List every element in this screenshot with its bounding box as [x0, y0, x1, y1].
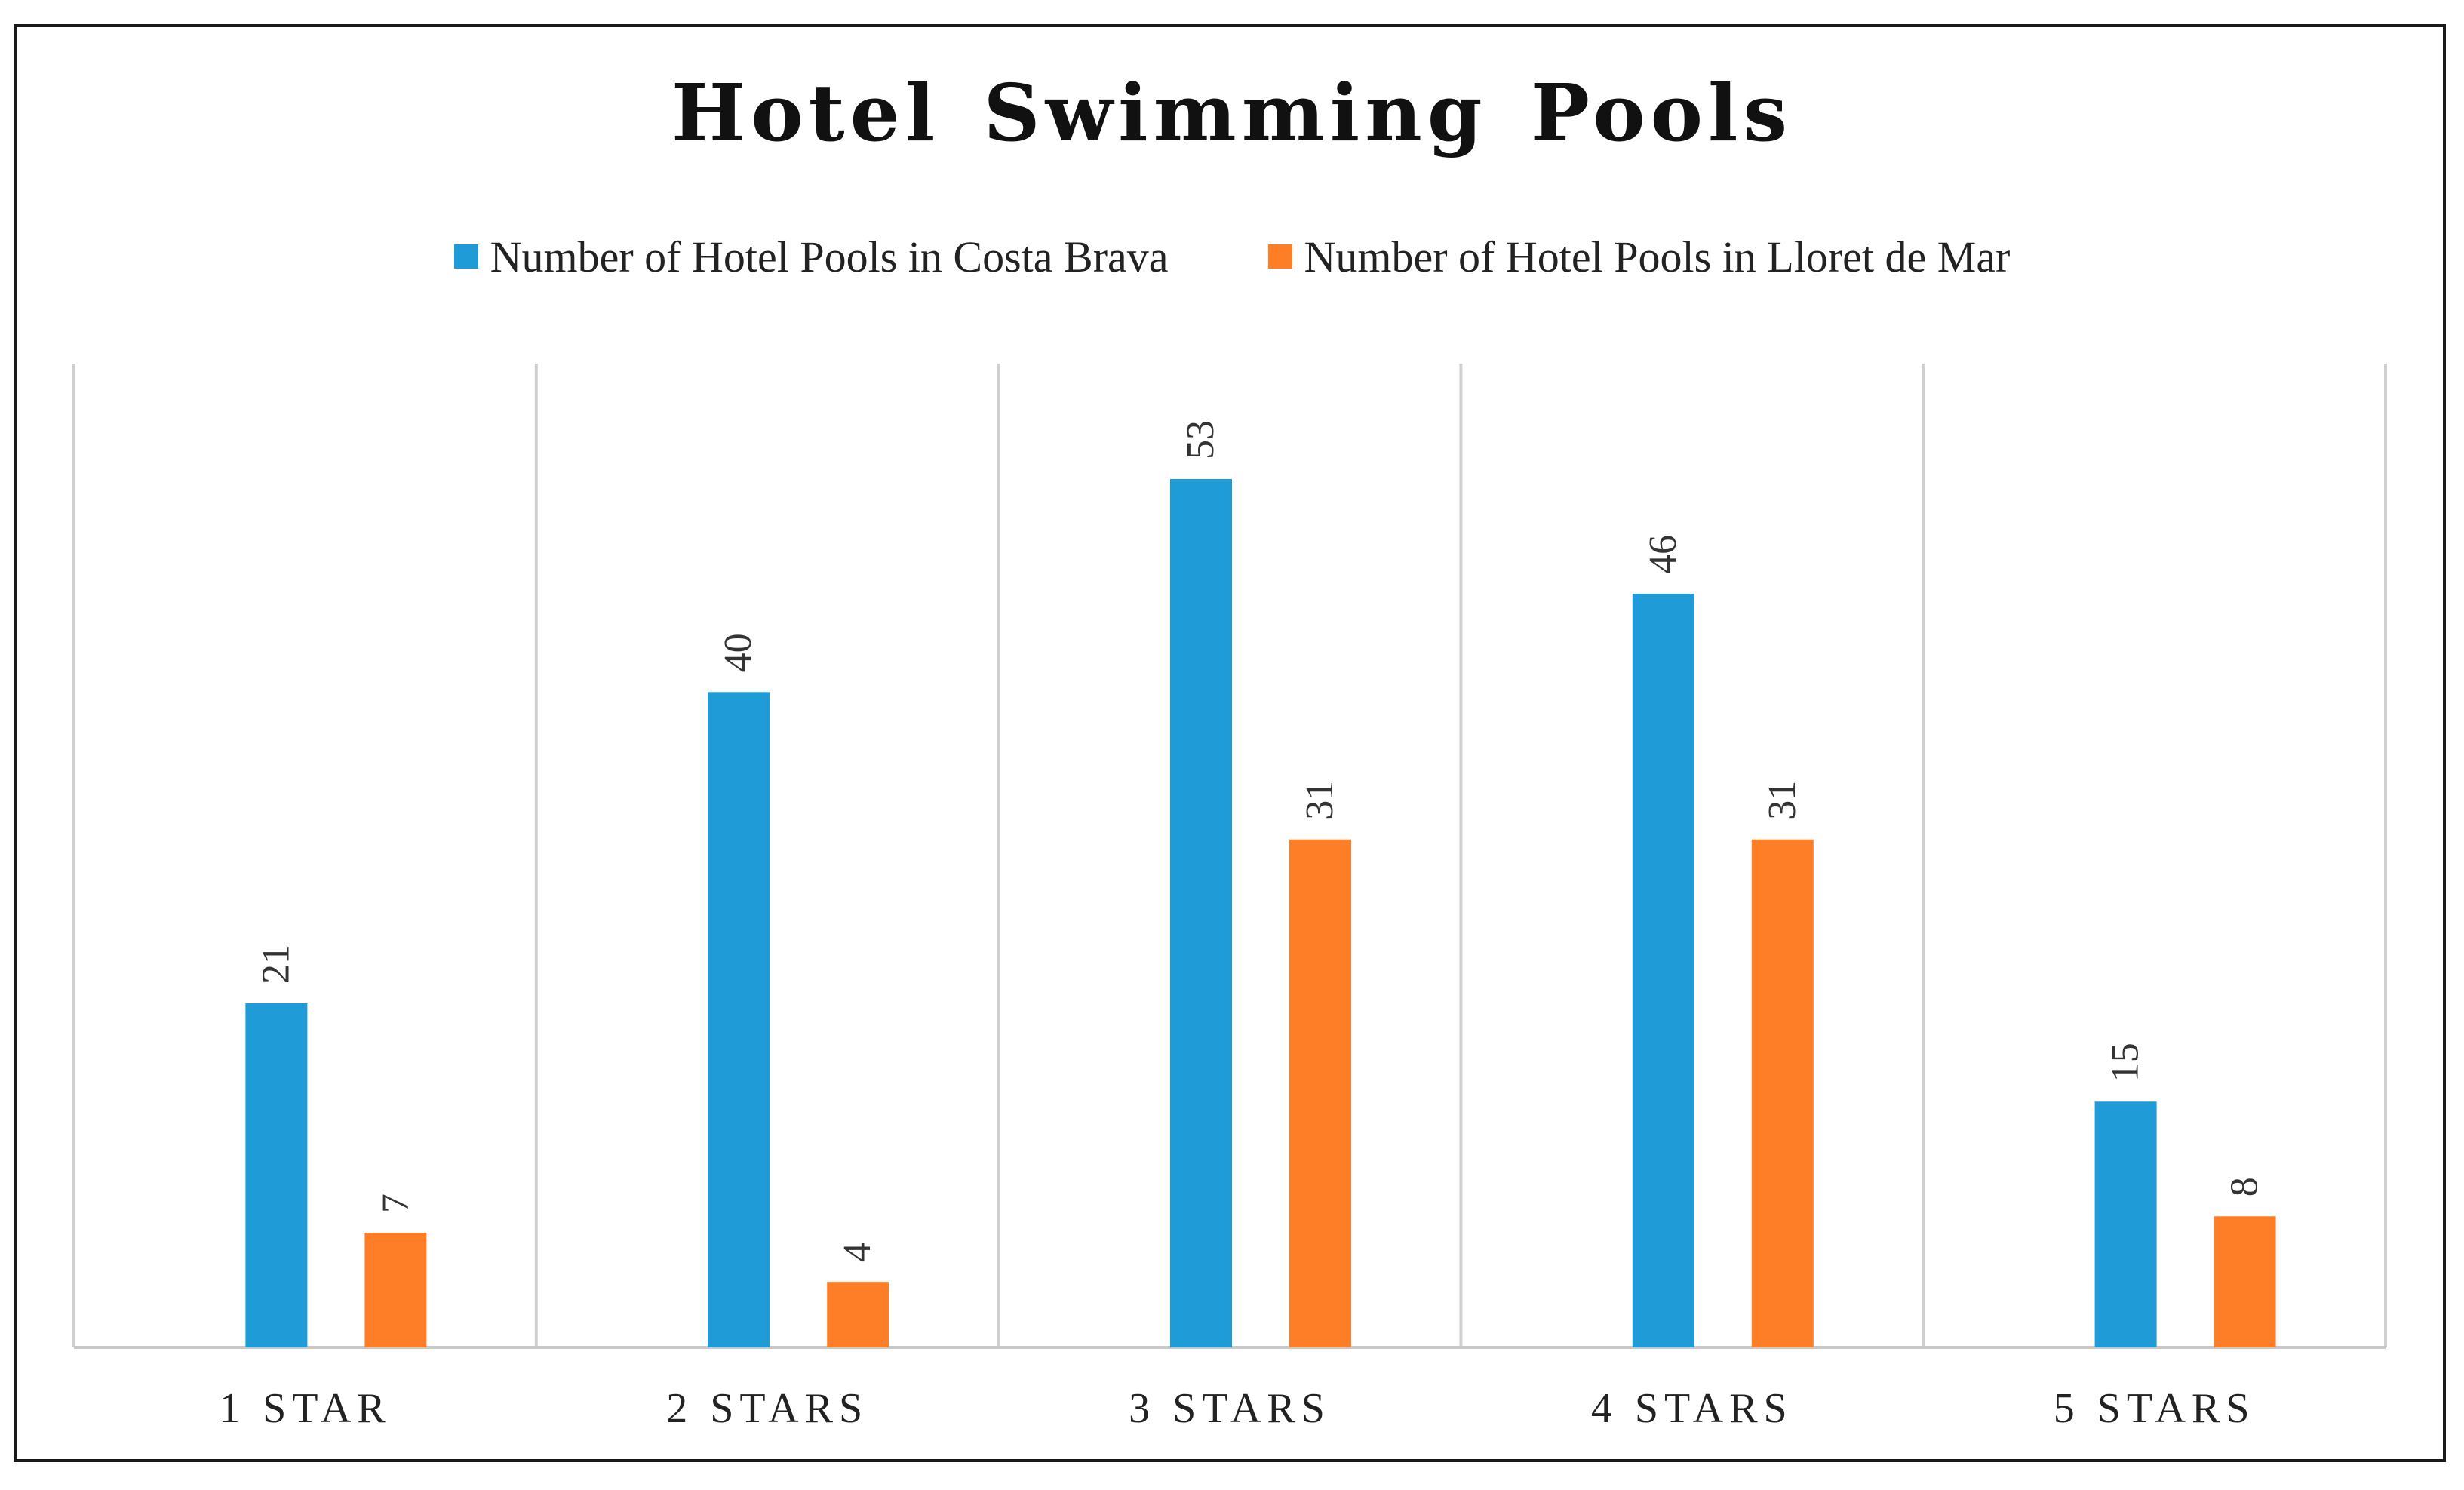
category-labels-group: 1 STAR 2 STARS 3 STARS 4 STARS 5 STARS — [219, 1385, 2256, 1432]
x-tick-label: 4 STARS — [1591, 1385, 1793, 1432]
legend-swatch-costa-brava — [453, 244, 478, 269]
legend-item-costa-brava: Number of Hotel Pools in Costa Brava — [453, 232, 1169, 282]
legend-label-costa-brava: Number of Hotel Pools in Costa Brava — [490, 232, 1169, 281]
bar-costa-brava — [245, 1003, 308, 1347]
data-label: 31 — [1761, 781, 1804, 820]
data-label: 21 — [254, 945, 297, 984]
bar-costa-brava — [1632, 594, 1694, 1347]
x-tick-label: 3 STARS — [1129, 1385, 1331, 1432]
category-separators — [72, 364, 2387, 1347]
bar-costa-brava — [2094, 1101, 2157, 1347]
chart-legend: Number of Hotel Pools in Costa Brava Num… — [0, 226, 2464, 287]
bar-lloret-de-mar — [364, 1232, 427, 1347]
bar-lloret-de-mar — [827, 1282, 889, 1347]
bar-costa-brava — [708, 692, 770, 1347]
data-label: 40 — [717, 633, 760, 672]
bar-lloret-de-mar — [1289, 839, 1351, 1347]
x-tick-label: 2 STARS — [666, 1385, 868, 1432]
data-label: 4 — [836, 1243, 879, 1262]
data-label: 7 — [373, 1194, 416, 1213]
chart-title: Hotel Swimming Pools — [671, 66, 1793, 159]
x-tick-label: 5 STARS — [2054, 1385, 2256, 1432]
legend-swatch-lloret-de-mar — [1267, 244, 1292, 269]
data-label: 8 — [2223, 1177, 2266, 1197]
bars-group — [245, 479, 2276, 1347]
data-label: 53 — [1179, 420, 1222, 459]
bar-costa-brava — [1170, 479, 1232, 1347]
data-labels-group: 21 7 40 4 53 31 46 31 15 8 — [254, 420, 2266, 1262]
bar-lloret-de-mar — [1751, 839, 1814, 1347]
x-tick-label: 1 STAR — [219, 1385, 392, 1432]
data-label: 31 — [1298, 781, 1341, 820]
data-label: 15 — [2104, 1043, 2147, 1082]
legend-item-lloret-de-mar: Number of Hotel Pools in Lloret de Mar — [1267, 232, 2011, 282]
data-label: 46 — [1642, 535, 1685, 574]
legend-label-lloret-de-mar: Number of Hotel Pools in Lloret de Mar — [1304, 232, 2011, 281]
bar-lloret-de-mar — [2214, 1216, 2276, 1347]
